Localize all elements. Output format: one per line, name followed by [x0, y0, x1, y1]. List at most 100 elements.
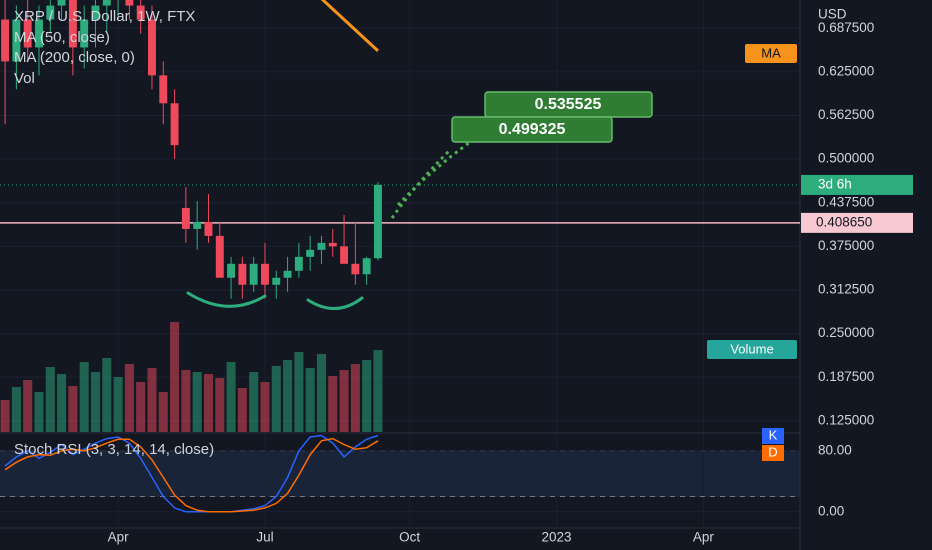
chart-title: XRP / U.S. Dollar, 1W, FTX	[14, 8, 195, 25]
x-tick-label: Apr	[108, 530, 130, 545]
volume-bar	[203, 374, 213, 432]
candle-body	[148, 19, 156, 76]
stoch-legend-label: K	[769, 427, 778, 442]
projection-path	[396, 133, 481, 207]
volume-bar	[158, 392, 168, 432]
volume-bar	[350, 364, 360, 432]
candle-body	[1, 19, 10, 62]
stoch-line	[4, 437, 379, 513]
countdown-tag	[801, 174, 913, 195]
price-line-tag-label: 0.408650	[816, 214, 872, 229]
volume-bar	[339, 370, 349, 432]
volume-tag-label: Volume	[730, 341, 773, 356]
candle-body	[249, 263, 258, 285]
candle-body	[362, 258, 371, 275]
stoch-legend-label: D	[768, 444, 777, 459]
volume-tag	[707, 340, 797, 359]
volume-bar	[237, 388, 247, 432]
volume-bar	[294, 352, 304, 432]
volume-bar	[57, 374, 67, 432]
volume-bar	[136, 382, 146, 432]
volume-bar	[0, 400, 10, 432]
target-label: 0.499325	[499, 121, 566, 138]
candle-body	[12, 19, 21, 62]
legend-item: MA (200, close, 0)	[14, 49, 135, 66]
candle-body	[340, 246, 349, 264]
candle-body	[328, 242, 337, 247]
x-tick-label: Apr	[693, 530, 715, 545]
volume-bar	[34, 392, 44, 432]
candle-body	[261, 263, 269, 285]
volume-bar	[45, 367, 55, 432]
y-tick-label: 0.312500	[818, 282, 874, 297]
volume-bar	[249, 372, 259, 432]
volume-bar	[226, 362, 236, 432]
candle-body	[102, 0, 111, 6]
candle-body	[272, 277, 281, 285]
legend-item: MA (50, close)	[14, 29, 110, 46]
candle-body	[91, 5, 100, 20]
candle-body	[215, 235, 224, 278]
ma-line	[320, 0, 380, 53]
volume-bar	[68, 386, 78, 432]
volume-bar	[113, 377, 123, 432]
volume-bar	[124, 364, 134, 432]
candle-body	[170, 103, 179, 146]
legend-item: Vol	[14, 70, 35, 87]
volume-bar	[305, 368, 315, 432]
y-tick-label: 0.562500	[818, 107, 874, 122]
volume-bar	[316, 354, 326, 432]
candle-body	[181, 207, 190, 229]
y-tick-label: 0.375000	[818, 238, 874, 253]
candle-body	[374, 184, 382, 259]
candle-body	[193, 221, 202, 229]
y2-tick-label: 80.00	[818, 442, 852, 457]
volume-bar	[192, 372, 202, 432]
ma-tag	[745, 44, 797, 63]
y2-tick-label: 0.00	[818, 503, 844, 518]
x-tick-label: 2023	[541, 530, 571, 545]
candle-body	[306, 249, 315, 257]
volume-bar	[362, 360, 372, 432]
stoch-title: Stoch RSI (3, 3, 14, 14, close)	[14, 441, 214, 458]
volume-bar	[181, 370, 191, 432]
candle-body	[80, 19, 89, 48]
candle-body	[136, 5, 145, 20]
candle-body	[159, 75, 168, 104]
volume-bar	[79, 362, 89, 432]
currency-label: USD	[818, 7, 847, 22]
volume-bar	[215, 378, 225, 432]
target-callout	[451, 116, 613, 143]
y-tick-label: 0.625000	[818, 63, 874, 78]
candle-body	[57, 0, 66, 6]
volume-bar	[373, 350, 383, 432]
y-tick-label: 0.187500	[818, 369, 874, 384]
y-tick-label: 0.500000	[818, 151, 874, 166]
candle-body	[283, 270, 292, 278]
candle-body	[351, 263, 360, 275]
volume-bar	[328, 376, 338, 432]
candle-body	[317, 242, 326, 250]
volume-bar	[170, 322, 180, 432]
y-tick-label: 0.437500	[818, 194, 874, 209]
x-tick-label: Oct	[399, 530, 420, 545]
y-tick-label: 0.687500	[818, 20, 874, 35]
volume-bar	[23, 380, 33, 432]
volume-bar	[90, 372, 100, 432]
ma-tag-label: MA	[761, 45, 781, 60]
volume-bar	[283, 360, 293, 432]
drawing-arc	[306, 296, 364, 310]
drawing-arc	[186, 291, 267, 308]
candle-body	[125, 0, 134, 6]
candle-body	[23, 19, 32, 48]
candle-body	[68, 0, 77, 48]
price-line-tag	[801, 212, 913, 233]
volume-bar	[102, 358, 112, 432]
stoch-legend-tag	[762, 445, 784, 461]
candle-body	[46, 5, 55, 20]
candle-body	[227, 263, 236, 278]
candle-body	[35, 19, 43, 48]
volume-bar	[11, 387, 21, 432]
y-tick-label: 0.125000	[818, 412, 874, 427]
